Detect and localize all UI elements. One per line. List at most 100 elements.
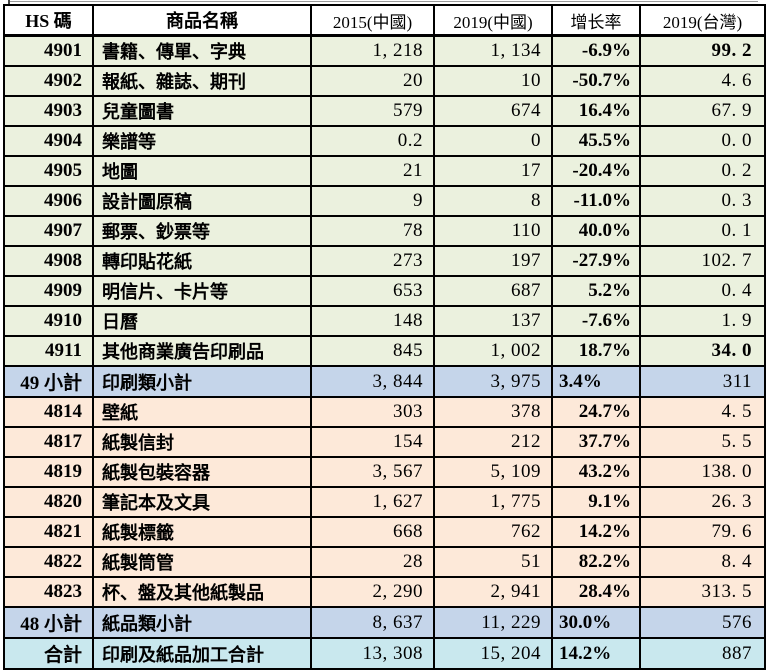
cell-product-name: 日曆 [92,305,312,337]
cell-growth-rate: -6.9% [551,34,641,67]
cell-2019-taiwan: 0. 0 [639,125,766,157]
cell-product-name: 紙製包裝容器 [92,456,312,488]
cell-2019-taiwan: 0. 1 [639,215,766,247]
cell-growth-rate: 30.0% [551,606,641,639]
cell-2015-china: 273 [310,245,435,277]
table-row: 4901 書籍、傳單、字典 1, 218 1, 134 -6.9% 99. 2 [3,34,766,67]
cell-2015-china: 3, 844 [310,365,435,398]
cell-2019-china: 197 [433,245,553,277]
cell-2019-taiwan: 0. 4 [639,275,766,307]
cell-2019-china: 0 [433,125,553,157]
cell-2015-china: 21 [310,155,435,187]
cell-2019-china: 51 [433,546,553,578]
column-header-growth-rate: 增长率 [551,4,641,37]
cell-2019-taiwan: 1. 9 [639,305,766,337]
table-row: 49 小計 印刷類小計 3, 844 3, 975 3.4% 311 [3,365,766,398]
cell-2019-taiwan: 34. 0 [639,335,766,367]
cell-hs-code: 4909 [3,275,94,307]
cell-product-name: 紙製筒管 [92,546,312,578]
column-header-2015-china: 2015(中國) [310,4,435,37]
cell-product-name: 紙製信封 [92,426,312,458]
table-row: 4910 日曆 148 137 -7.6% 1. 9 [3,305,766,337]
cell-2019-taiwan: 99. 2 [639,34,766,67]
cell-growth-rate: 3.4% [551,365,641,398]
cell-2019-china: 674 [433,95,553,127]
cell-product-name: 壁紙 [92,396,312,428]
cell-2015-china: 668 [310,516,435,548]
cell-2015-china: 154 [310,426,435,458]
table-row: 4819 紙製包裝容器 3, 567 5, 109 43.2% 138. 0 [3,456,766,488]
cell-2015-china: 3, 567 [310,456,435,488]
cell-2019-china: 212 [433,426,553,458]
cell-growth-rate: 18.7% [551,335,641,367]
cell-hs-code: 4901 [3,34,94,67]
table-row: 4907 郵票、鈔票等 78 110 40.0% 0. 1 [3,215,766,247]
cell-growth-rate: 9.1% [551,486,641,518]
cell-product-name: 報紙、雜誌、期刊 [92,65,312,97]
table-row: 4905 地圖 21 17 -20.4% 0. 2 [3,155,766,187]
cell-2019-china: 1, 134 [433,34,553,67]
cell-2019-taiwan: 79. 6 [639,516,766,548]
table-row: 4821 紙製標籤 668 762 14.2% 79. 6 [3,516,766,548]
cell-2019-china: 137 [433,305,553,337]
cell-product-name: 紙品類小計 [92,606,312,639]
cell-2019-taiwan: 26. 3 [639,486,766,518]
cell-product-name: 印刷及紙品加工合計 [92,637,312,670]
cell-2019-china: 1, 775 [433,486,553,518]
document-crop-line [8,1,758,2]
cell-2015-china: 579 [310,95,435,127]
cell-hs-code: 48 小計 [3,606,94,639]
cell-growth-rate: 82.2% [551,546,641,578]
cell-2019-china: 378 [433,396,553,428]
cell-2015-china: 78 [310,215,435,247]
table-row: 4911 其他商業廣告印刷品 845 1, 002 18.7% 34. 0 [3,335,766,367]
table-row: 4908 轉印貼花紙 273 197 -27.9% 102. 7 [3,245,766,277]
cell-2019-china: 1, 002 [433,335,553,367]
cell-2019-taiwan: 0. 3 [639,185,766,217]
table-row: 4823 杯、盤及其他紙製品 2, 290 2, 941 28.4% 313. 5 [3,576,766,608]
cell-2015-china: 13, 308 [310,637,435,670]
cell-growth-rate: 40.0% [551,215,641,247]
cell-product-name: 杯、盤及其他紙製品 [92,576,312,608]
table-row: 4903 兒童圖書 579 674 16.4% 67. 9 [3,95,766,127]
cell-hs-code: 4820 [3,486,94,518]
cell-2019-china: 762 [433,516,553,548]
cell-growth-rate: 24.7% [551,396,641,428]
cell-product-name: 設計圖原稿 [92,185,312,217]
cell-2019-china: 2, 941 [433,576,553,608]
cell-hs-code: 4903 [3,95,94,127]
cell-hs-code: 4819 [3,456,94,488]
cell-hs-code: 49 小計 [3,365,94,398]
cell-2019-china: 10 [433,65,553,97]
cell-2015-china: 653 [310,275,435,307]
cell-2015-china: 148 [310,305,435,337]
cell-2015-china: 2, 290 [310,576,435,608]
table-row: 4822 紙製筒管 28 51 82.2% 8. 4 [3,546,766,578]
cell-hs-code: 4904 [3,125,94,157]
cell-2019-china: 15, 204 [433,637,553,670]
table-row: 48 小計 紙品類小計 8, 637 11, 229 30.0% 576 [3,606,766,639]
table-row: 4904 樂譜等 0.2 0 45.5% 0. 0 [3,125,766,157]
column-header-product: 商品名稱 [92,4,312,37]
cell-2015-china: 303 [310,396,435,428]
cell-2019-taiwan: 67. 9 [639,95,766,127]
cell-hs-code: 4910 [3,305,94,337]
table-row: 4814 壁紙 303 378 24.7% 4. 5 [3,396,766,428]
cell-2019-china: 11, 229 [433,606,553,639]
cell-2015-china: 9 [310,185,435,217]
cell-hs-code: 4902 [3,65,94,97]
cell-2019-taiwan: 0. 2 [639,155,766,187]
table-body: 4901 書籍、傳單、字典 1, 218 1, 134 -6.9% 99. 2 4902 報紙… [3,34,766,670]
cell-2019-taiwan: 102. 7 [639,245,766,277]
table-row: 合計 印刷及紙品加工合計 13, 308 15, 204 14.2% 887 [3,637,766,670]
cell-2019-china: 687 [433,275,553,307]
cell-hs-code: 4907 [3,215,94,247]
cell-hs-code: 4821 [3,516,94,548]
cell-hs-code: 4814 [3,396,94,428]
cell-2019-taiwan: 138. 0 [639,456,766,488]
cell-growth-rate: 43.2% [551,456,641,488]
cell-hs-code: 4822 [3,546,94,578]
cell-growth-rate: -20.4% [551,155,641,187]
cell-growth-rate: 16.4% [551,95,641,127]
cell-2019-taiwan: 8. 4 [639,546,766,578]
